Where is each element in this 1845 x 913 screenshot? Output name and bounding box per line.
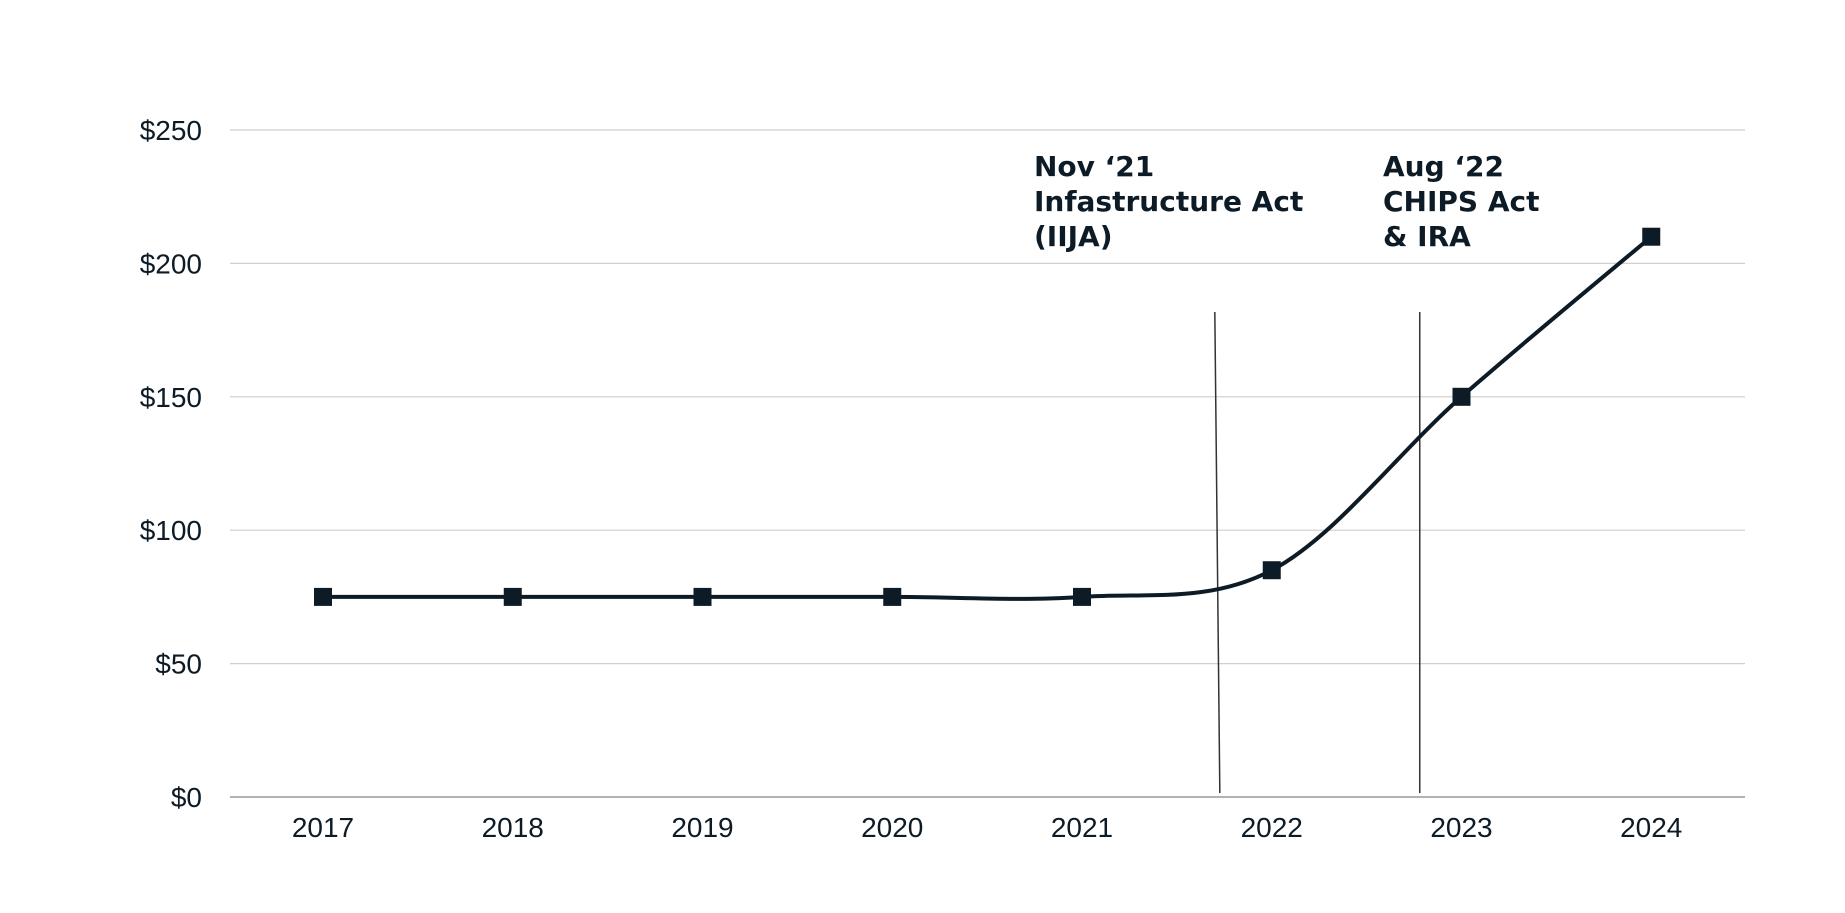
series-line bbox=[323, 235, 1653, 601]
x-tick-label: 2019 bbox=[671, 812, 733, 843]
y-tick-label: $150 bbox=[140, 382, 202, 413]
y-tick-label: $100 bbox=[140, 515, 202, 546]
annotation-text: Aug ‘22 bbox=[1383, 150, 1504, 183]
y-tick-label: $250 bbox=[140, 115, 202, 146]
y-tick-label: $50 bbox=[155, 649, 202, 680]
x-tick-label: 2017 bbox=[292, 812, 354, 843]
data-point-marker bbox=[1262, 561, 1281, 580]
annotation-text: & IRA bbox=[1383, 220, 1471, 253]
annotation-text: Infastructure Act bbox=[1034, 185, 1303, 218]
x-tick-label: 2022 bbox=[1241, 812, 1303, 843]
data-point-marker bbox=[503, 587, 522, 606]
x-tick-label: 2021 bbox=[1051, 812, 1113, 843]
data-point-marker bbox=[883, 587, 902, 606]
x-axis-ticks: 2017 2018 2019 2020 2021 2022 2023 2024 bbox=[292, 812, 1683, 843]
y-tick-label: $0 bbox=[171, 782, 202, 813]
data-point-marker bbox=[1642, 227, 1661, 246]
annotation-line bbox=[1214, 311, 1221, 794]
x-tick-label: 2020 bbox=[861, 812, 923, 843]
data-point-marker bbox=[1452, 387, 1471, 406]
gridlines bbox=[230, 129, 1745, 798]
annotation-text: Nov ‘21 bbox=[1034, 150, 1154, 183]
x-tick-label: 2018 bbox=[482, 812, 544, 843]
x-tick-label: 2024 bbox=[1620, 812, 1682, 843]
y-axis-ticks: $0 $50 $100 $150 $200 $250 bbox=[140, 115, 202, 813]
x-tick-label: 2023 bbox=[1430, 812, 1492, 843]
data-point-marker bbox=[693, 587, 712, 606]
series bbox=[314, 227, 1661, 606]
annotation-text: (IIJA) bbox=[1034, 220, 1113, 253]
y-tick-label: $200 bbox=[140, 248, 202, 279]
data-point-marker bbox=[1073, 587, 1091, 606]
annotation-text: CHIPS Act bbox=[1383, 185, 1540, 218]
data-point-marker bbox=[314, 587, 332, 606]
